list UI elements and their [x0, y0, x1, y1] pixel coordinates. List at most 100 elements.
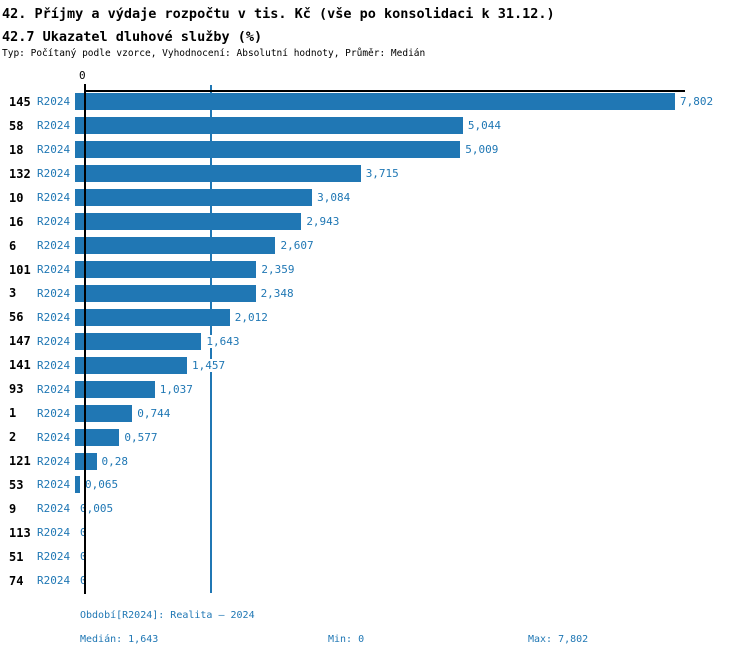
row-period-label: R2024	[37, 310, 71, 324]
chart-row: 51 R2024 0	[0, 545, 750, 569]
chart-row: 58 R2024 5,044	[0, 114, 750, 138]
row-category-label: 2	[9, 430, 17, 445]
row-period-label: R2024	[37, 406, 71, 420]
row-period-label: R2024	[37, 454, 71, 468]
row-bar-track: 0,577	[75, 425, 675, 449]
bar	[75, 141, 461, 159]
row-period-label: R2024	[37, 215, 71, 229]
row-period-label: R2024	[37, 239, 71, 253]
footer-median-label: Medián: 1,643	[80, 634, 159, 645]
chart-subtitle: Typ: Počítaný podle vzorce, Vyhodnocení:…	[2, 48, 426, 59]
bar	[75, 476, 80, 494]
row-category-label: 58	[9, 118, 24, 133]
row-bar-track: 0	[75, 569, 675, 593]
chart-row: 3 R2024 2,348	[0, 282, 750, 306]
row-bar-track: 1,643	[75, 329, 675, 353]
row-category-label: 18	[9, 142, 24, 157]
footer-period-label: Období[R2024]: Realita – 2024	[80, 610, 255, 621]
row-period-label: R2024	[37, 430, 71, 444]
bar	[75, 404, 133, 422]
bar	[75, 213, 302, 231]
row-bar-track: 0,28	[75, 449, 675, 473]
bar-value-label: 3,715	[364, 167, 400, 181]
bar-value-label: 5,009	[464, 143, 500, 157]
bar	[75, 165, 361, 183]
footer-min-label: Min: 0	[328, 634, 365, 645]
chart-row: 2 R2024 0,577	[0, 425, 750, 449]
chart-row: 101 R2024 2,359	[0, 258, 750, 282]
chart-row: 113 R2024 0	[0, 521, 750, 545]
x-axis-zero-tick-label: 0	[79, 69, 86, 82]
chart-row: 53 R2024 0,065	[0, 473, 750, 497]
bar-value-label: 0,065	[83, 478, 120, 492]
row-period-label: R2024	[37, 95, 71, 109]
bar-value-label: 0,744	[136, 406, 172, 420]
bar-value-label: 3,084	[316, 191, 352, 205]
row-bar-track: 2,348	[75, 282, 675, 306]
bar-value-label: 2,012	[233, 310, 269, 324]
row-category-label: 101	[9, 262, 31, 277]
row-period-label: R2024	[37, 478, 71, 492]
chart-title-line1: 42. Příjmy a výdaje rozpočtu v tis. Kč (…	[2, 6, 555, 22]
bar-value-label: 5,044	[466, 119, 503, 133]
chart-row: 56 R2024 2,012	[0, 305, 750, 329]
row-period-label: R2024	[37, 191, 71, 205]
row-period-label: R2024	[37, 526, 71, 540]
bar	[75, 189, 313, 207]
row-category-label: 56	[9, 310, 24, 325]
row-period-label: R2024	[37, 574, 71, 588]
bar	[75, 356, 188, 374]
bar	[75, 261, 257, 279]
chart-row: 1 R2024 0,744	[0, 401, 750, 425]
bar	[75, 308, 230, 326]
row-bar-track: 2,359	[75, 258, 675, 282]
bar-value-label: 1,037	[158, 382, 194, 396]
chart-row: 141 R2024 1,457	[0, 353, 750, 377]
chart-row: 74 R2024 0	[0, 569, 750, 593]
row-period-label: R2024	[37, 502, 71, 516]
row-category-label: 1	[9, 406, 17, 421]
row-period-label: R2024	[37, 119, 71, 133]
row-category-label: 10	[9, 190, 24, 205]
row-bar-track: 3,715	[75, 162, 675, 186]
bar	[75, 284, 256, 302]
bar-value-label: 0	[79, 550, 88, 564]
bar	[75, 380, 155, 398]
row-category-label: 93	[9, 382, 24, 397]
row-bar-track: 7,802	[75, 90, 715, 114]
row-bar-track: 0,005	[75, 497, 675, 521]
bar-value-label: 2,359	[260, 263, 296, 277]
bar	[75, 428, 120, 446]
row-category-label: 145	[9, 94, 31, 109]
footer-max-label: Max: 7,802	[528, 634, 589, 645]
bar-value-label: 1,457	[191, 358, 227, 372]
chart-row: 10 R2024 3,084	[0, 186, 750, 210]
bar	[75, 117, 463, 135]
row-bar-track: 0,065	[75, 473, 675, 497]
chart-title-line2: 42.7 Ukazatel dluhové služby (%)	[2, 29, 263, 45]
row-period-label: R2024	[37, 358, 71, 372]
bar-value-label: 0,577	[123, 430, 159, 444]
row-category-label: 74	[9, 573, 24, 588]
row-period-label: R2024	[37, 263, 71, 277]
row-category-label: 51	[9, 549, 24, 564]
bar-value-label: 0,005	[79, 502, 115, 516]
row-bar-track: 1,457	[75, 353, 675, 377]
row-category-label: 6	[9, 238, 17, 253]
chart-row: 93 R2024 1,037	[0, 377, 750, 401]
bar-value-label: 1,643	[205, 334, 241, 348]
row-period-label: R2024	[37, 286, 71, 300]
row-bar-track: 5,044	[75, 114, 675, 138]
bar	[75, 332, 202, 350]
row-bar-track: 0	[75, 521, 675, 545]
row-period-label: R2024	[37, 167, 71, 181]
bar	[75, 93, 675, 111]
row-period-label: R2024	[37, 382, 71, 396]
chart-row: 18 R2024 5,009	[0, 138, 750, 162]
row-bar-track: 2,943	[75, 210, 675, 234]
row-category-label: 113	[9, 525, 31, 540]
bar-value-label: 0	[79, 526, 88, 540]
row-bar-track: 1,037	[75, 377, 675, 401]
bar	[75, 237, 276, 255]
row-category-label: 147	[9, 334, 31, 349]
